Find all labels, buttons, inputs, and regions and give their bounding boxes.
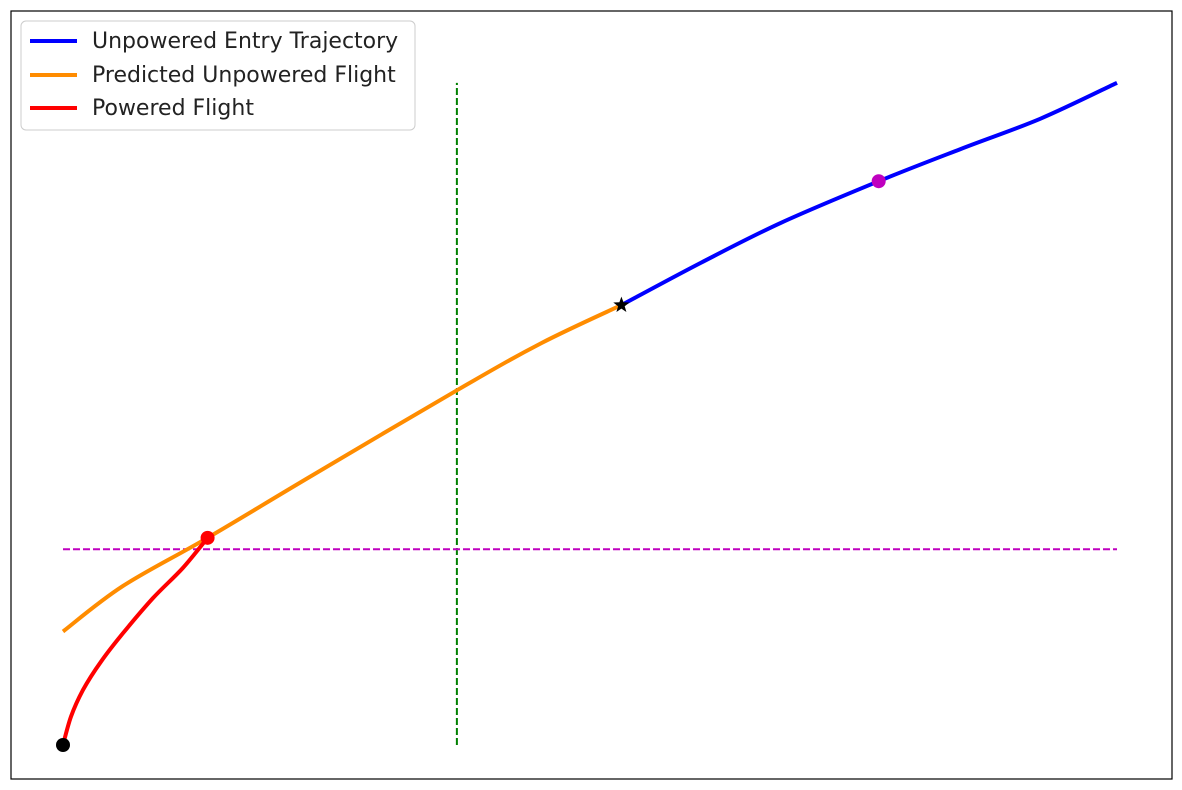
legend-label-predicted-unpowered: Predicted Unpowered Flight — [92, 63, 396, 88]
series-line-predicted-unpowered-flight — [61, 303, 623, 634]
axes-frame — [10, 10, 1173, 780]
legend-label-powered-flight: Powered Flight — [92, 96, 254, 121]
series-line-unpowered-entry-trajectory — [620, 80, 1118, 307]
legend: Unpowered Entry Trajectory Predicted Unp… — [20, 20, 416, 131]
star-marker — [613, 296, 630, 312]
circle-marker — [871, 174, 886, 189]
series-line-powered-flight — [61, 536, 210, 746]
legend-label-unpowered-entry: Unpowered Entry Trajectory — [92, 29, 398, 54]
circle-marker — [56, 738, 70, 752]
circle-marker — [200, 530, 215, 545]
legend-box — [20, 20, 416, 131]
plot-area — [56, 80, 1118, 752]
